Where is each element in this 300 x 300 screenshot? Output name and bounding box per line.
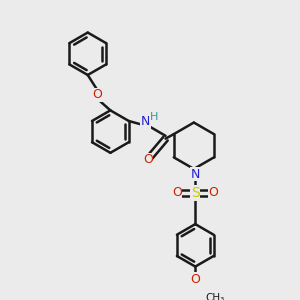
Text: CH₃: CH₃ xyxy=(206,293,225,300)
Text: S: S xyxy=(191,186,200,200)
Text: O: O xyxy=(93,88,103,101)
Text: O: O xyxy=(143,153,153,167)
Text: H: H xyxy=(149,112,158,122)
Text: N: N xyxy=(141,115,150,128)
Text: O: O xyxy=(209,187,219,200)
Text: O: O xyxy=(172,187,182,200)
Text: N: N xyxy=(190,167,200,181)
Text: O: O xyxy=(190,273,200,286)
